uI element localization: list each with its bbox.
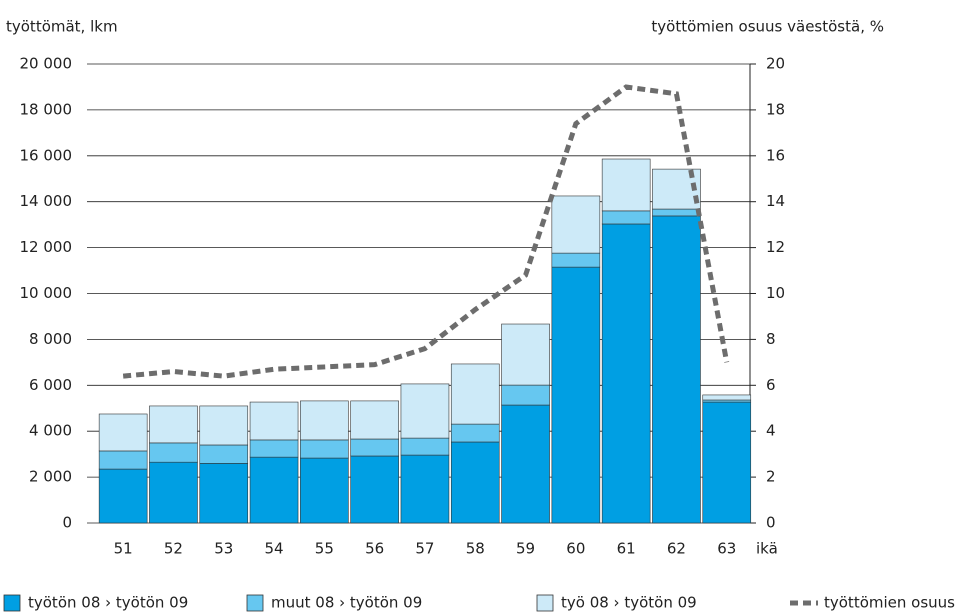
- x-tick-label: 58: [466, 540, 485, 558]
- bar: [652, 208, 701, 217]
- bar: [249, 439, 299, 458]
- y2-tick-label: 20: [766, 55, 785, 73]
- bar: [400, 454, 450, 524]
- line: [122, 84, 730, 379]
- x-tick-label: 53: [214, 540, 233, 558]
- x-tick-label: 52: [164, 540, 183, 558]
- x-tick-label: 54: [265, 540, 284, 558]
- bar: [551, 266, 601, 524]
- bar: [149, 405, 198, 444]
- x-tick-label: 51: [114, 540, 133, 558]
- bar: [400, 383, 450, 439]
- bar: [702, 394, 752, 401]
- y2-tick-label: 14: [766, 192, 785, 210]
- y2-tick-label: 2: [766, 468, 776, 486]
- bar: [149, 442, 198, 463]
- x-tick-label: 57: [415, 540, 434, 558]
- y2-tick-label: 18: [766, 100, 785, 118]
- bar: [702, 399, 752, 403]
- y-tick-label: 12 000: [20, 238, 73, 256]
- legend-label: työtön 08 › työtön 09: [28, 594, 188, 612]
- bar: [350, 438, 399, 457]
- bar: [300, 457, 349, 524]
- bar: [702, 401, 752, 524]
- y2-tick-label: 16: [766, 146, 785, 164]
- legend-swatch: [246, 594, 264, 612]
- legend-label: muut 08 › työtön 09: [271, 594, 422, 612]
- bar: [551, 252, 601, 268]
- y2-axis-title: työttömien osuus väestöstä, %: [651, 18, 884, 36]
- bar: [601, 158, 651, 212]
- bar: [350, 400, 399, 440]
- bar: [501, 384, 550, 406]
- y-tick-label: 4 000: [29, 422, 72, 440]
- bar: [501, 404, 550, 524]
- y-tick-label: 6 000: [29, 376, 72, 394]
- bar: [199, 463, 249, 524]
- y-tick-label: 0: [62, 514, 72, 532]
- bar: [300, 439, 349, 459]
- y2-tick-label: 6: [766, 376, 776, 394]
- y2-tick-label: 10: [766, 284, 785, 302]
- bar: [551, 195, 601, 254]
- y-tick-label: 8 000: [29, 330, 72, 348]
- bar: [149, 461, 198, 524]
- legend-label: työttömien osuus: [824, 594, 955, 612]
- x-tick-label: 63: [717, 540, 736, 558]
- bar: [601, 223, 651, 524]
- x-tick-label: 62: [667, 540, 686, 558]
- bar: [98, 413, 148, 452]
- y-tick-label: 16 000: [20, 146, 73, 164]
- legend-swatch: [3, 594, 21, 612]
- y-tick-label: 14 000: [20, 192, 73, 210]
- y-tick-label: 2 000: [29, 468, 72, 486]
- x-tick-label: 59: [516, 540, 535, 558]
- bar: [601, 210, 651, 225]
- bar: [98, 468, 148, 524]
- y2-tick-label: 4: [766, 422, 776, 440]
- y2-tick-label: 0: [766, 514, 776, 532]
- y2-tick-label: 8: [766, 330, 776, 348]
- legend-label: työ 08 › työtön 09: [561, 594, 697, 612]
- y2-tick-label: 12: [766, 238, 785, 256]
- x-tick-label: 55: [315, 540, 334, 558]
- bar: [249, 401, 299, 441]
- y-tick-label: 20 000: [20, 55, 73, 73]
- y-tick-label: 10 000: [20, 284, 73, 302]
- bar: [400, 437, 450, 456]
- bar: [98, 450, 148, 470]
- bar: [300, 400, 349, 441]
- legend-swatch: [536, 594, 554, 612]
- bar: [501, 323, 550, 386]
- y-axis-title: työttömät, lkm: [6, 18, 118, 36]
- x-axis-title: ikä: [756, 540, 778, 558]
- x-tick-label: 61: [617, 540, 636, 558]
- bar: [199, 405, 249, 446]
- y-tick-label: 18 000: [20, 100, 73, 118]
- x-tick-label: 60: [566, 540, 585, 558]
- bar: [199, 444, 249, 464]
- bar: [450, 363, 500, 425]
- bar: [350, 455, 399, 524]
- bar: [652, 215, 701, 524]
- bar: [249, 456, 299, 524]
- x-tick-label: 56: [365, 540, 384, 558]
- bar: [450, 423, 500, 443]
- bar: [450, 441, 500, 524]
